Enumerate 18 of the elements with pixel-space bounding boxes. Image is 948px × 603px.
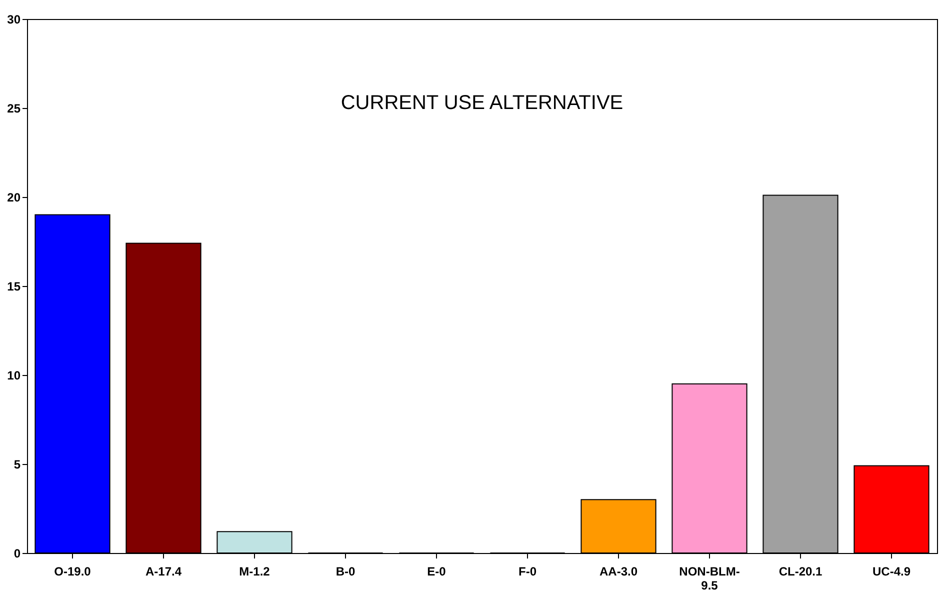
x-tick-label: O-19.0 [54, 564, 92, 578]
x-tick-label: F-0 [518, 564, 537, 578]
y-tick-label: 20 [7, 190, 21, 204]
x-tick-label: UC-4.9 [872, 564, 911, 578]
x-tick-label: E-0 [427, 564, 446, 578]
x-tick-label: CL-20.1 [778, 564, 822, 578]
y-tick-label: 30 [7, 12, 21, 26]
y-tick-label: 25 [7, 102, 21, 116]
y-tick-label: 5 [14, 458, 21, 472]
x-tick-label: B-0 [336, 564, 356, 578]
y-tick-label: 0 [14, 546, 21, 560]
x-tick-label: A-17.4 [145, 564, 182, 578]
x-tick-label: AA-3.0 [599, 564, 638, 578]
x-tick-label: NON-BLM- 9.5 [679, 564, 740, 592]
y-tick-label: 15 [7, 280, 21, 294]
text: CURRENT USE ALTERNATIVE [340, 92, 624, 114]
y-tick-label: 10 [7, 368, 21, 382]
x-tick-label: M-1.2 [239, 564, 270, 578]
